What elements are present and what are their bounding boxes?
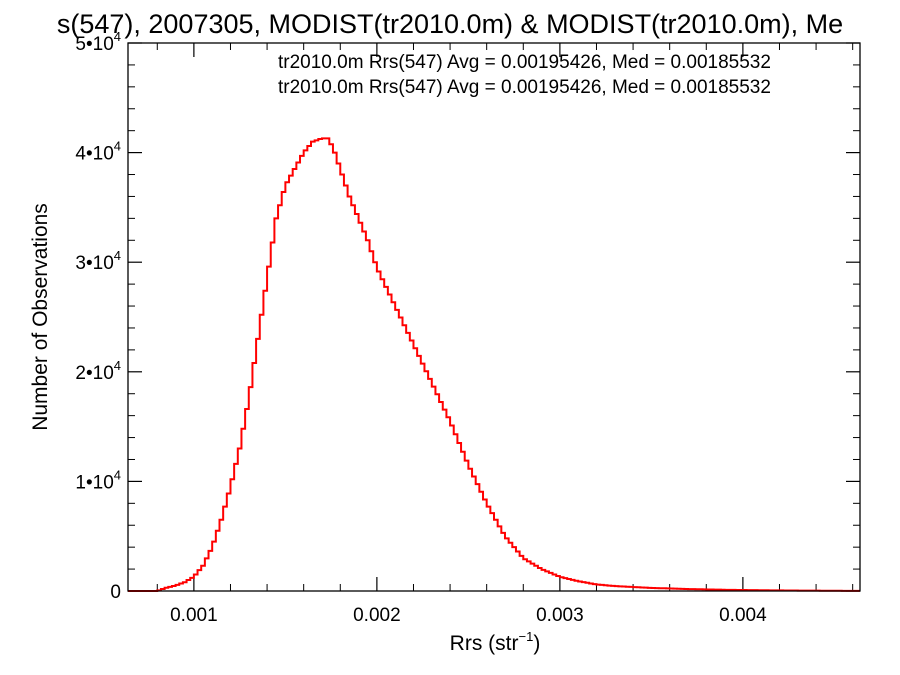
x-axis-label-close: ): [533, 632, 540, 655]
x-axis-label: Rrs (str−1): [450, 629, 541, 655]
y-tick-label: 2•104: [75, 358, 121, 384]
axis-ticks: 0.001 0.002 0.003 0.004 0 1•104 2•104 3•104 4•10…: [75, 29, 860, 626]
annotation-red: tr2010.0m Rrs(547) Avg = 0.00195426, Med…: [278, 77, 771, 98]
x-tick-label: 0.004: [719, 605, 767, 626]
x-tick-label: 0.001: [170, 605, 218, 626]
y-tick-label: 5•104: [75, 29, 121, 55]
y-tick-label: 1•104: [75, 467, 121, 493]
y-tick-label: 0: [110, 582, 121, 603]
chart-title: s(547), 2007305, MODIST(tr2010.0m) & MOD…: [57, 9, 843, 39]
plot-frame: [127, 42, 861, 592]
y-tick-label: 3•104: [75, 248, 121, 274]
y-axis-label: Number of Observations: [29, 203, 52, 431]
y-tick-label: 4•104: [75, 139, 121, 165]
annotation-black: tr2010.0m Rrs(547) Avg = 0.00195426, Med…: [278, 52, 771, 73]
x-tick-label: 0.002: [353, 605, 401, 626]
series-group: [128, 137, 860, 592]
x-tick-label: 0.003: [536, 605, 584, 626]
x-axis-label-exponent: −1: [519, 629, 534, 644]
histogram-series-line: [128, 137, 860, 592]
